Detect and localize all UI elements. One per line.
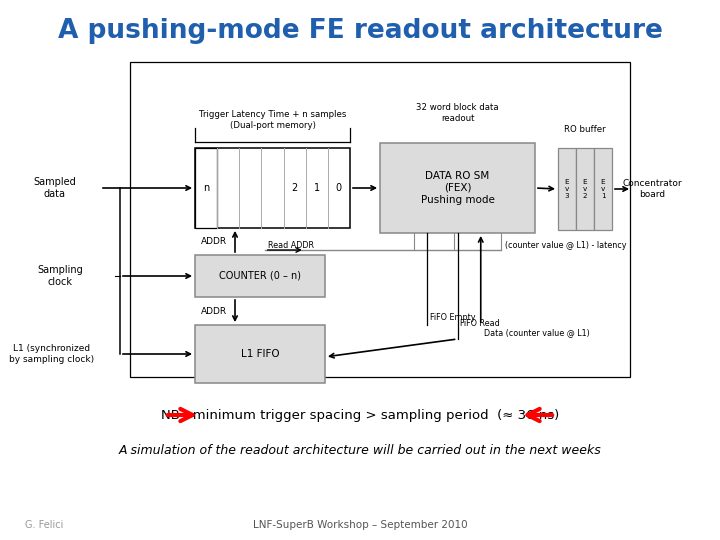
Text: E
v
2: E v 2 [582,179,588,199]
Text: FiFO Empty: FiFO Empty [430,313,475,321]
Text: FiFO Read: FiFO Read [461,319,500,327]
Bar [195,148,217,228]
Text: 0: 0 [336,183,342,193]
Bar [195,255,325,297]
Text: L1 FIFO: L1 FIFO [240,349,279,359]
Bar [576,148,594,230]
Text: L1 (synchronized
by sampling clock): L1 (synchronized by sampling clock) [9,345,94,364]
Text: RO buffer: RO buffer [564,125,606,134]
Bar [594,148,612,230]
Text: (counter value @ L1) - latency: (counter value @ L1) - latency [505,240,626,249]
Text: Trigger Latency Time + n samples
(Dual-port memory): Trigger Latency Time + n samples (Dual-p… [199,110,346,130]
Text: ADDR: ADDR [201,307,227,315]
Text: G. Felici: G. Felici [25,520,63,530]
Text: COUNTER (0 – n): COUNTER (0 – n) [219,271,301,281]
Text: A simulation of the readout architecture will be carried out in the next weeks: A simulation of the readout architecture… [119,443,601,456]
Bar [558,148,576,230]
Text: E
v
3: E v 3 [564,179,570,199]
Text: A pushing-mode FE readout architecture: A pushing-mode FE readout architecture [58,18,662,44]
Text: 2: 2 [292,183,298,193]
Text: Sampled
data: Sampled data [34,177,76,199]
Text: n: n [203,183,210,193]
Text: DATA RO SM
(FEX)
Pushing mode: DATA RO SM (FEX) Pushing mode [420,171,495,205]
Text: Data (counter value @ L1): Data (counter value @ L1) [484,328,590,338]
Text: Sampling
clock: Sampling clock [37,265,83,287]
Bar [380,143,535,233]
Text: NB : minimum trigger spacing > sampling period  (≈ 36 ns): NB : minimum trigger spacing > sampling … [161,408,559,422]
Text: ADDR: ADDR [201,237,227,246]
Text: LNF-SuperB Workshop – September 2010: LNF-SuperB Workshop – September 2010 [253,520,467,530]
Bar [130,62,630,377]
Text: Concentrator
board: Concentrator board [622,179,682,199]
Bar [195,148,350,228]
Text: 1: 1 [314,183,320,193]
Text: 32 word block data
readout: 32 word block data readout [416,103,499,123]
Text: E
v
1: E v 1 [600,179,606,199]
Text: Read ADDR: Read ADDR [268,240,314,249]
Bar [195,325,325,383]
